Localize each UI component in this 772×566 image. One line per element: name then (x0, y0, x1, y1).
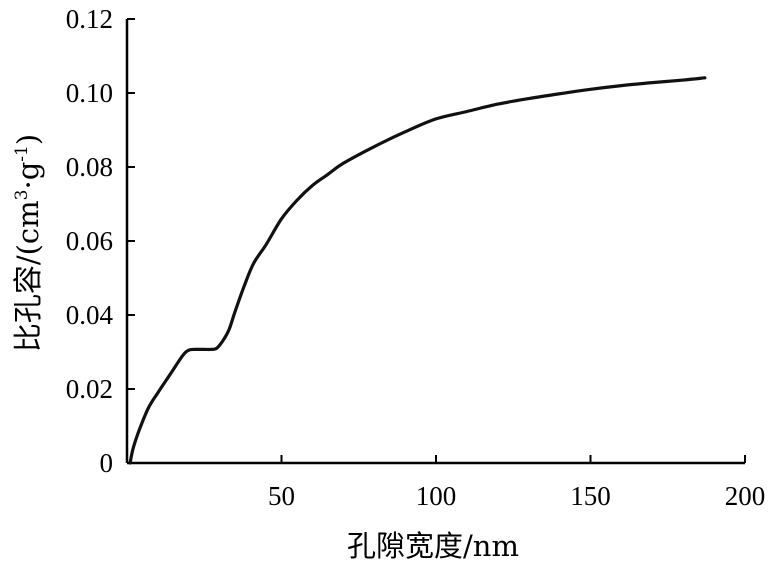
y-tick-label: 0.02 (66, 374, 113, 404)
y-axis-title-sup2: -1 (12, 145, 32, 162)
y-tick-label: 0.12 (66, 4, 113, 34)
y-axis-title: 比孔容/(cm3·g-1) (11, 134, 45, 352)
x-tick-label: 100 (416, 481, 457, 511)
x-tick-label: 200 (725, 481, 766, 511)
y-tick-label: 0.04 (66, 300, 114, 330)
x-tick-label: 50 (268, 481, 295, 511)
series-line-0 (128, 76, 707, 465)
y-tick-label: 0 (100, 448, 114, 478)
axes (125, 19, 745, 465)
y-tick-label: 0.06 (66, 226, 113, 256)
x-tick-label: 150 (570, 481, 611, 511)
y-axis-title-mid: ·g (11, 162, 45, 190)
x-axis-title: 孔隙宽度/nm (347, 529, 519, 563)
y-tick-label: 0.08 (66, 152, 113, 182)
y-axis-title-sup1: 3 (12, 190, 32, 201)
ticks: 0 0.02 0.04 0.06 0.08 0.10 0.12 50 100 150 200 (66, 4, 766, 511)
y-axis-title-end: ) (11, 134, 45, 145)
y-tick-label: 0.10 (66, 78, 113, 108)
series-layer (128, 76, 707, 465)
y-axis-title-main: 比孔容/(cm (11, 200, 45, 352)
